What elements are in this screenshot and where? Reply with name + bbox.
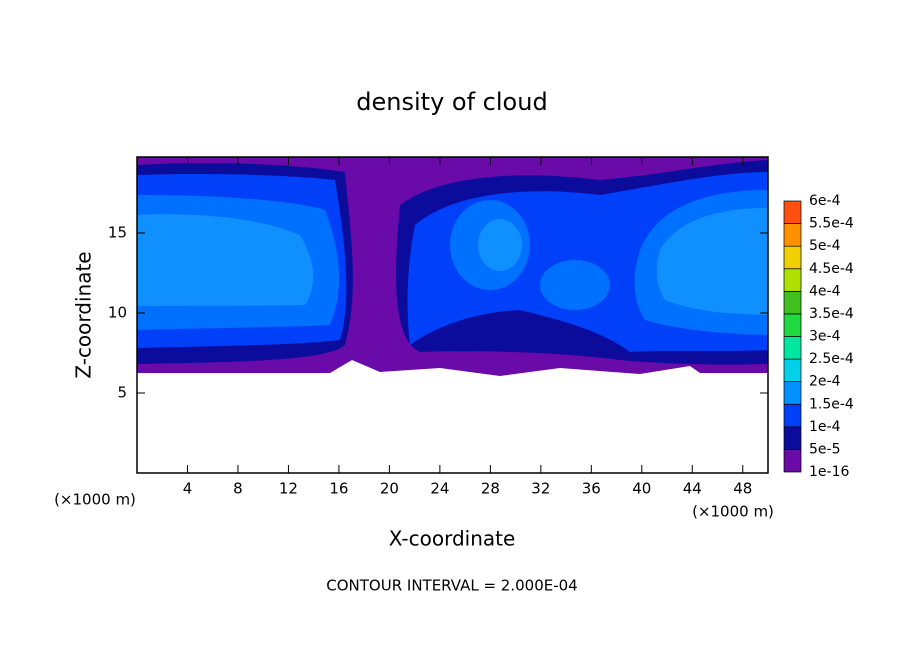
colorbar-label: 5.5e-4 — [809, 216, 854, 232]
colorbar-box — [783, 313, 802, 337]
colorbar-label: 6e-4 — [809, 193, 841, 209]
contour-field — [137, 157, 768, 376]
colorbar-box — [783, 449, 802, 473]
colorbar-box — [783, 426, 802, 450]
x-tick-label: 36 — [582, 480, 601, 498]
colorbar-label: 1e-4 — [809, 419, 841, 435]
x-tick-label: 4 — [183, 480, 193, 498]
x-tick-label: 48 — [733, 480, 752, 498]
colorbar-box — [783, 358, 802, 383]
colorbar-label: 3.5e-4 — [809, 306, 854, 322]
colorbar-label: 4.5e-4 — [809, 261, 854, 277]
x-tick-label: 32 — [531, 480, 550, 498]
x-tick-label: 12 — [279, 480, 298, 498]
x-axis-label: X-coordinate — [389, 527, 516, 551]
x-unit: (×1000 m) — [54, 491, 136, 509]
y-axis-label: Z-coordinate — [72, 251, 96, 378]
colorbar-label: 2.5e-4 — [809, 351, 854, 367]
colorbar-box — [783, 381, 802, 405]
colorbar-label: 3e-4 — [809, 329, 841, 345]
x-tick-label: 16 — [329, 480, 348, 498]
y-tick-label: 10 — [108, 304, 127, 322]
colorbar-label: 5e-4 — [809, 238, 841, 254]
chart-title: density of cloud — [356, 88, 547, 116]
x-tick-label: 44 — [683, 480, 702, 498]
colorbar-box — [783, 290, 802, 315]
colorbar-box — [783, 336, 802, 360]
colorbar-box — [783, 200, 802, 224]
plot-frame — [136, 156, 769, 474]
y-tick-label: 15 — [108, 224, 127, 242]
y-tick-label: 5 — [117, 384, 127, 402]
colorbar-label: 5e-5 — [809, 441, 840, 457]
contour-fill — [137, 214, 314, 306]
contour-fill — [478, 219, 522, 271]
x-tick-label: 28 — [481, 480, 500, 498]
contour-fill — [540, 260, 610, 310]
colorbar-label: 4e-4 — [809, 283, 841, 299]
colorbar-box — [783, 223, 802, 247]
colorbar-label: 1e-16 — [809, 464, 849, 480]
colorbar-label: 1.5e-4 — [809, 396, 854, 412]
x-tick-label: 40 — [632, 480, 651, 498]
x-tick-label: 20 — [380, 480, 399, 498]
x-tick-label: 8 — [233, 480, 243, 498]
colorbar-label: 2e-4 — [809, 374, 841, 390]
annotation: CONTOUR INTERVAL = 2.000E-04 — [326, 577, 577, 595]
x-tick-label: 24 — [430, 480, 449, 498]
contour-fill — [656, 208, 768, 315]
colorbar-box — [783, 268, 802, 292]
colorbar-box — [783, 403, 802, 428]
y-unit: (×1000 m) — [692, 503, 774, 521]
colorbar-box — [783, 245, 802, 270]
